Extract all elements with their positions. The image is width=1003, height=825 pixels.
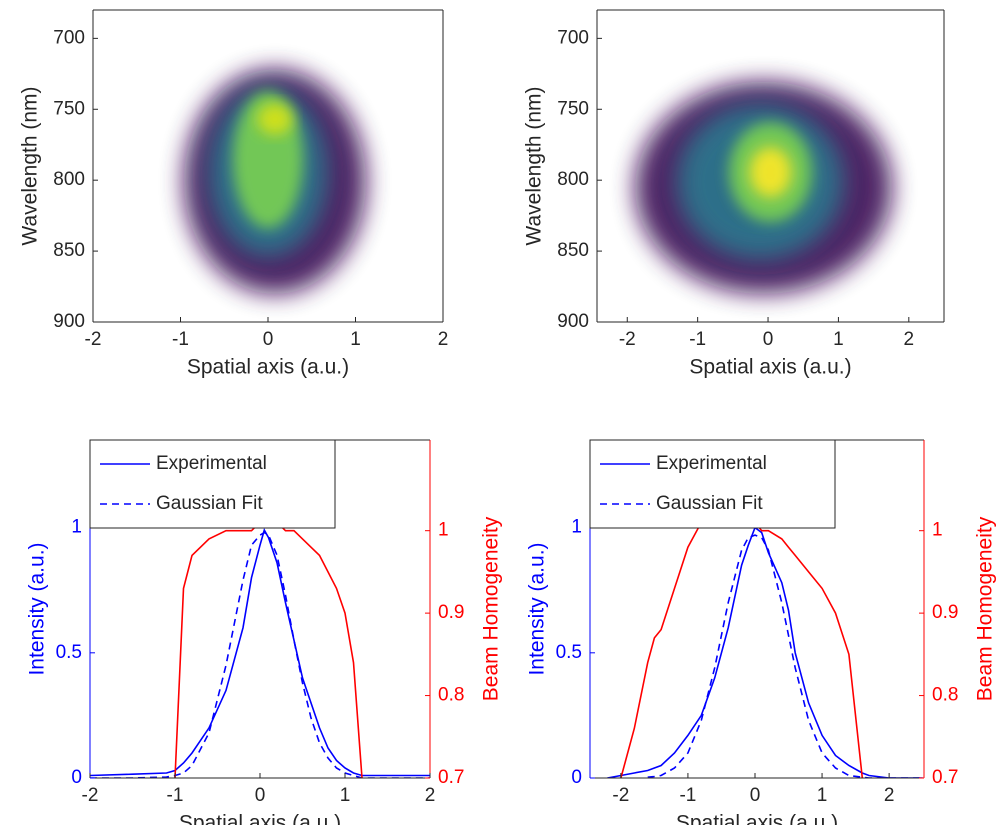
x-tick-label: -1 <box>172 329 189 350</box>
x-tick-label: -1 <box>167 785 184 806</box>
y-tick-label: 700 <box>53 27 85 48</box>
y2-tick-label: 1 <box>932 520 943 541</box>
x-tick-label: 0 <box>750 785 761 806</box>
legend-box <box>589 439 836 529</box>
plot-area <box>607 521 923 778</box>
y-tick-label: 900 <box>53 311 85 332</box>
y2-axis-label: Beam Homogeneity <box>480 516 503 701</box>
y-tick-label: 0.5 <box>556 642 582 663</box>
y-axis-label: Intensity (a.u.) <box>526 542 549 675</box>
y-axis-label: Wavelength (nm) <box>19 86 42 245</box>
x-axis-label: Spatial axis (a.u.) <box>187 356 349 379</box>
y2-tick-label: 0.7 <box>438 767 464 788</box>
x-tick-label: 1 <box>350 329 361 350</box>
x-tick-label: 1 <box>817 785 828 806</box>
series-line <box>90 528 430 777</box>
y-tick-label: 1 <box>571 517 582 538</box>
y-tick-label: 750 <box>557 98 589 119</box>
series-line <box>90 531 430 778</box>
series-line <box>174 521 363 778</box>
x-axis-label: Spatial axis (a.u.) <box>179 812 341 825</box>
x-tick-label: -1 <box>679 785 696 806</box>
y-tick-label: 900 <box>557 311 589 332</box>
y-axis-label: Intensity (a.u.) <box>26 542 49 675</box>
y-tick-label: 1 <box>71 517 82 538</box>
y2-tick-label: 0.7 <box>932 767 958 788</box>
x-tick-label: 0 <box>255 785 266 806</box>
x-tick-label: 2 <box>904 329 915 350</box>
x-tick-label: 2 <box>425 785 436 806</box>
y2-tick-label: 0.8 <box>932 685 958 706</box>
x-axis-label: Spatial axis (a.u.) <box>689 356 851 379</box>
plot-area <box>90 521 430 778</box>
y-tick-label: 750 <box>53 98 85 119</box>
y2-tick-label: 0.9 <box>438 602 464 623</box>
y-axis-label: Wavelength (nm) <box>523 86 546 245</box>
y-tick-label: 0.5 <box>56 642 82 663</box>
x-tick-label: 0 <box>763 329 774 350</box>
y2-tick-label: 0.8 <box>438 685 464 706</box>
y-tick-label: 0 <box>71 767 82 788</box>
y-tick-label: 850 <box>53 240 85 261</box>
x-axis-label: Spatial axis (a.u.) <box>676 812 838 825</box>
x-tick-label: -2 <box>82 785 99 806</box>
heatmap-blob <box>749 147 792 198</box>
plot-area <box>184 69 366 294</box>
y-tick-label: 850 <box>557 240 589 261</box>
series-line <box>607 526 923 778</box>
x-tick-label: 0 <box>263 329 274 350</box>
x-tick-label: 1 <box>340 785 351 806</box>
y-tick-label: 700 <box>557 27 589 48</box>
x-tick-label: -2 <box>612 785 629 806</box>
x-tick-label: -1 <box>689 329 706 350</box>
y-tick-label: 800 <box>557 169 589 190</box>
y2-tick-label: 0.9 <box>932 602 958 623</box>
x-tick-label: 2 <box>438 329 449 350</box>
x-tick-label: 2 <box>884 785 895 806</box>
y-tick-label: 0 <box>571 767 582 788</box>
series-line <box>647 534 923 778</box>
legend-label: Gaussian Fit <box>656 493 763 514</box>
y-tick-label: 800 <box>53 169 85 190</box>
legend-label: Experimental <box>656 453 767 474</box>
series-line <box>620 521 864 778</box>
y2-axis-label: Beam Homogeneity <box>974 516 997 701</box>
legend-label: Gaussian Fit <box>156 493 263 514</box>
x-tick-label: 1 <box>833 329 844 350</box>
y2-tick-label: 1 <box>438 520 449 541</box>
x-tick-label: -2 <box>85 329 102 350</box>
heatmap-blob <box>257 103 293 135</box>
x-tick-label: -2 <box>619 329 636 350</box>
legend-box <box>89 439 336 529</box>
plot-area <box>635 81 892 294</box>
legend-label: Experimental <box>156 453 267 474</box>
